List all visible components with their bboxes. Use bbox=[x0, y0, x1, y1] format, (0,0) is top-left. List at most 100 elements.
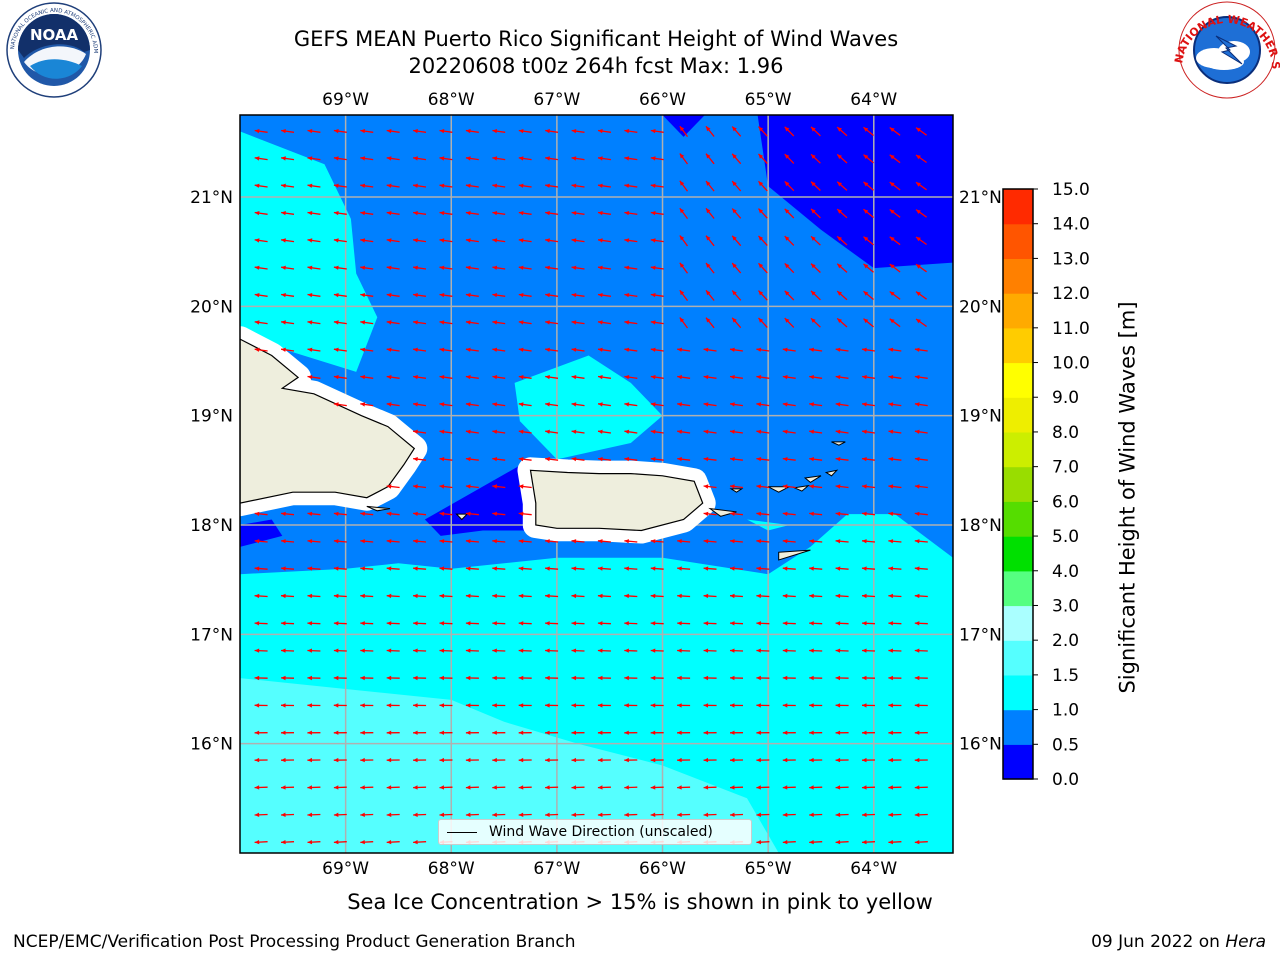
arrow-head bbox=[784, 263, 790, 269]
wave-direction-arrow bbox=[758, 262, 768, 274]
arrow-head bbox=[888, 812, 893, 817]
arrow-head bbox=[571, 347, 577, 352]
footer-branch: NCEP/EMC/Verification Post Processing Pr… bbox=[13, 932, 576, 952]
arrow-head bbox=[571, 566, 577, 571]
wave-direction-arrow bbox=[333, 238, 347, 243]
arrow-head bbox=[307, 675, 312, 681]
wave-direction-arrow bbox=[413, 621, 427, 626]
arrow-head bbox=[809, 730, 814, 735]
arrow-head bbox=[863, 318, 869, 324]
wave-direction-arrow bbox=[465, 648, 479, 653]
arrow-head bbox=[835, 593, 841, 599]
arrow-head bbox=[835, 840, 841, 845]
arrow-head bbox=[703, 785, 709, 790]
arrow-head bbox=[677, 757, 682, 763]
wave-direction-arrow bbox=[914, 484, 928, 489]
arrow-head bbox=[571, 129, 577, 134]
wave-direction-arrow bbox=[545, 238, 559, 243]
wave-direction-arrow bbox=[861, 757, 876, 763]
wave-direction-arrow bbox=[280, 593, 295, 599]
wave-direction-arrow bbox=[597, 375, 611, 380]
wave-direction-arrow bbox=[703, 566, 717, 571]
wave-direction-arrow bbox=[439, 812, 453, 817]
lon-tick-label-top: 68°W bbox=[428, 90, 475, 110]
arrow-head bbox=[439, 812, 445, 817]
arrow-head bbox=[624, 566, 629, 571]
wave-direction-arrow bbox=[914, 785, 928, 790]
wave-direction-arrow bbox=[518, 621, 532, 626]
wave-direction-arrow bbox=[650, 238, 664, 243]
wave-direction-arrow bbox=[756, 648, 770, 653]
wave-direction-arrow bbox=[650, 539, 664, 544]
wave-direction-arrow bbox=[465, 156, 479, 161]
wave-direction-arrow bbox=[254, 183, 268, 188]
wave-direction-arrow bbox=[782, 675, 796, 681]
arrow-head bbox=[571, 457, 577, 462]
wave-direction-arrow bbox=[360, 347, 374, 352]
wave-direction-arrow bbox=[254, 785, 268, 790]
arrow-head bbox=[784, 126, 790, 132]
arrow-head bbox=[439, 703, 444, 708]
wave-direction-arrow bbox=[703, 539, 717, 544]
wave-direction-arrow bbox=[782, 593, 796, 599]
wave-direction-arrow bbox=[650, 347, 664, 352]
wave-direction-arrow bbox=[439, 730, 453, 735]
arrow-head bbox=[413, 539, 418, 544]
wave-direction-arrow bbox=[518, 812, 532, 817]
wave-direction-arrow bbox=[518, 320, 532, 325]
arrow-head bbox=[624, 402, 630, 407]
arrow-head bbox=[281, 211, 286, 216]
arrow-head bbox=[518, 812, 524, 817]
wave-direction-arrow bbox=[784, 153, 795, 164]
lon-tick-label-bottom: 69°W bbox=[322, 859, 369, 879]
wave-direction-arrow bbox=[809, 511, 823, 516]
arrow-head bbox=[888, 593, 893, 599]
arrow-head bbox=[835, 511, 841, 516]
arrow-head bbox=[386, 621, 392, 626]
arrow-head bbox=[888, 675, 893, 681]
wave-direction-arrow bbox=[679, 235, 689, 247]
arrow-head bbox=[914, 593, 920, 599]
arrow-head bbox=[888, 484, 894, 489]
arrow-head bbox=[916, 237, 921, 242]
arrow-head bbox=[758, 181, 764, 187]
arrow-head bbox=[333, 402, 339, 407]
arrow-head bbox=[650, 730, 656, 735]
wave-direction-arrow bbox=[413, 757, 427, 763]
arrow-head bbox=[333, 375, 339, 380]
arrow-head bbox=[281, 840, 286, 845]
arrow-head bbox=[307, 648, 312, 653]
arrow-head bbox=[597, 593, 603, 599]
arrow-head bbox=[386, 757, 392, 763]
arrow-head bbox=[307, 566, 313, 571]
arrow-head bbox=[386, 293, 392, 298]
wave-direction-arrow bbox=[439, 484, 453, 489]
wave-direction-arrow bbox=[729, 703, 744, 708]
wave-direction-arrow bbox=[571, 375, 585, 380]
arrow-head bbox=[598, 320, 603, 325]
wave-direction-arrow bbox=[861, 539, 876, 544]
wave-direction-arrow bbox=[439, 183, 453, 188]
wave-direction-arrow bbox=[705, 235, 715, 247]
wave-direction-arrow bbox=[492, 566, 506, 571]
arrow-head bbox=[624, 156, 630, 161]
arrow-head bbox=[571, 539, 577, 544]
wave-direction-arrow bbox=[784, 180, 795, 192]
wave-direction-arrow bbox=[836, 317, 848, 328]
arrow-head bbox=[706, 235, 711, 241]
arrow-head bbox=[545, 593, 550, 599]
wave-direction-arrow bbox=[439, 566, 453, 571]
wave-direction-arrow bbox=[597, 703, 611, 708]
arrow-head bbox=[914, 675, 920, 681]
arrow-head bbox=[333, 265, 339, 270]
wave-direction-arrow bbox=[518, 402, 532, 407]
arrow-head bbox=[413, 621, 418, 626]
arrow-head bbox=[386, 593, 392, 599]
arrow-head bbox=[386, 539, 392, 544]
arrow-head bbox=[888, 840, 893, 845]
wave-direction-arrow bbox=[624, 812, 638, 817]
legend-label: Wind Wave Direction (unscaled) bbox=[489, 824, 713, 840]
arrow-head bbox=[281, 785, 286, 790]
arrow-head bbox=[889, 291, 895, 296]
arrow-head bbox=[730, 703, 735, 708]
